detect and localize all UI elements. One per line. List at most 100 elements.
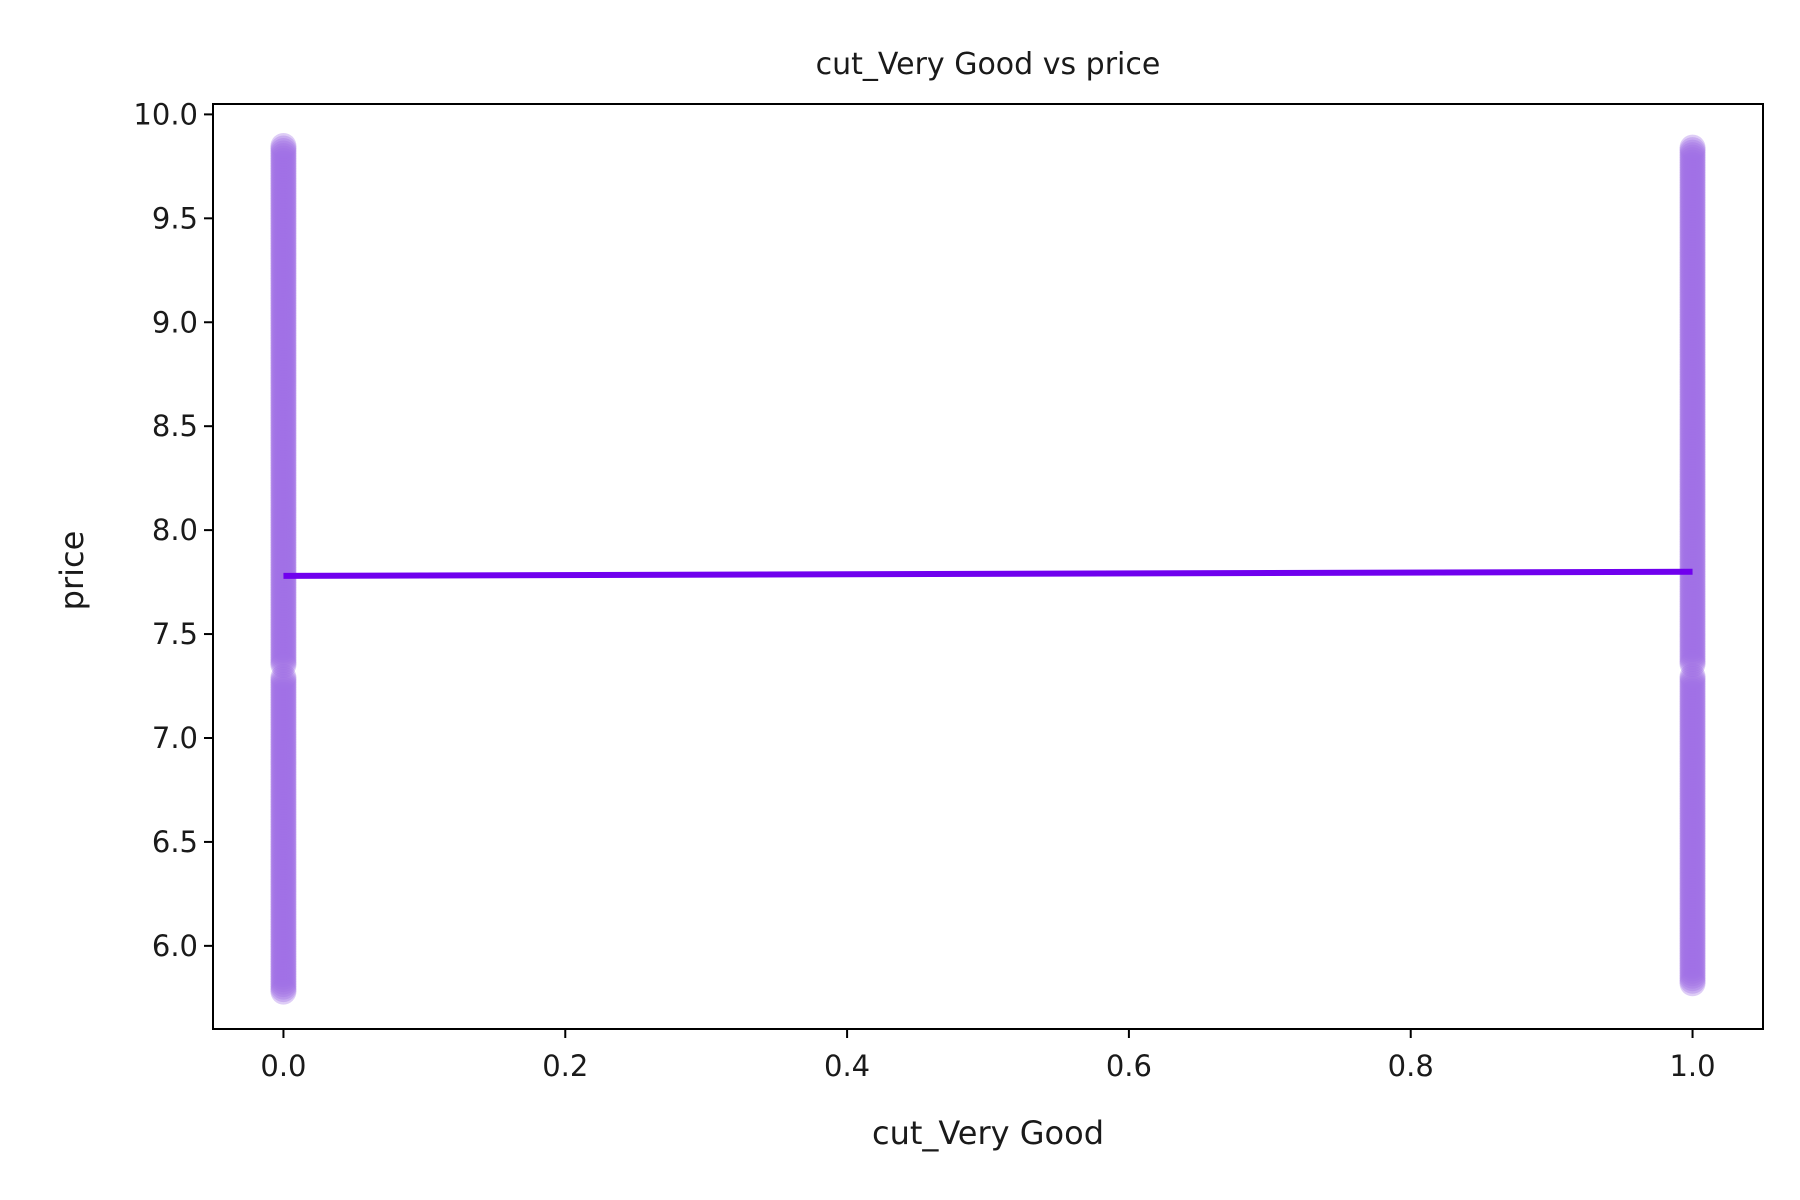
data-point — [1679, 828, 1706, 855]
data-point — [1679, 760, 1706, 787]
data-point — [1679, 695, 1706, 722]
data-point — [270, 454, 297, 481]
data-point — [270, 175, 297, 202]
data-point — [1679, 443, 1706, 470]
data-point — [270, 876, 297, 903]
data-point — [1679, 556, 1706, 583]
data-point — [270, 350, 297, 376]
data-point — [270, 205, 297, 232]
data-point — [1679, 426, 1706, 453]
data-point — [1679, 364, 1706, 391]
data-point — [1679, 478, 1706, 505]
data-point — [270, 170, 297, 197]
x-tick-label: 0.6 — [1106, 1049, 1152, 1083]
data-point — [270, 379, 297, 406]
data-point — [270, 958, 297, 985]
data-point — [270, 320, 297, 347]
data-point — [270, 402, 297, 429]
data-point — [1679, 581, 1706, 608]
data-point — [1679, 588, 1706, 615]
data-point — [270, 312, 297, 339]
data-point — [1679, 770, 1706, 797]
data-point — [1679, 788, 1706, 815]
data-point — [1679, 159, 1706, 186]
data-point — [270, 235, 297, 262]
data-point — [1679, 251, 1706, 278]
data-point — [270, 242, 297, 269]
data-point — [1679, 404, 1706, 431]
data-point — [1679, 778, 1706, 805]
data-point — [1679, 468, 1706, 495]
data-point — [270, 419, 297, 446]
data-point — [270, 888, 297, 915]
data-point — [1679, 688, 1706, 715]
data-point — [270, 734, 297, 761]
data-point — [1679, 306, 1706, 333]
data-point — [270, 394, 297, 421]
data-point — [1679, 199, 1706, 226]
data-point — [1679, 226, 1706, 253]
data-point — [1679, 458, 1706, 485]
data-point — [1679, 740, 1706, 767]
data-point — [1679, 334, 1706, 361]
data-point — [1679, 236, 1706, 263]
data-point — [1679, 294, 1706, 321]
data-point — [270, 669, 297, 696]
data-point — [1679, 224, 1706, 251]
data-point — [270, 417, 297, 444]
data-point — [270, 195, 297, 222]
data-point — [270, 160, 297, 187]
data-point — [1679, 411, 1706, 438]
data-point — [1679, 354, 1706, 381]
data-point — [270, 357, 297, 384]
data-point — [1679, 204, 1706, 231]
data-point — [1679, 641, 1706, 668]
data-point — [270, 696, 297, 723]
data-point — [270, 267, 297, 294]
data-point — [1679, 281, 1706, 308]
data-point — [1679, 536, 1706, 563]
data-point — [1679, 820, 1706, 847]
data-point — [270, 407, 297, 434]
data-point — [270, 240, 297, 267]
data-point — [270, 559, 297, 586]
data-point — [1679, 256, 1706, 283]
data-point — [1679, 753, 1706, 780]
data-point — [1679, 164, 1706, 191]
data-point — [1679, 476, 1706, 503]
data-point — [270, 564, 297, 591]
data-point — [270, 931, 297, 958]
data-point — [1679, 424, 1706, 450]
data-point — [1679, 723, 1706, 750]
data-point — [1679, 927, 1706, 954]
data-point — [270, 646, 297, 673]
data-point — [270, 245, 297, 272]
data-point — [1679, 192, 1706, 219]
data-point — [1679, 523, 1706, 550]
data-point — [1679, 785, 1706, 812]
chart-title: cut_Very Good vs price — [816, 47, 1161, 82]
data-point — [270, 295, 297, 322]
data-point — [270, 689, 297, 716]
data-point — [270, 601, 297, 628]
data-point — [270, 941, 297, 968]
data-point — [270, 774, 297, 801]
data-point — [270, 976, 297, 1003]
data-point — [270, 197, 297, 224]
data-point — [270, 933, 297, 960]
data-point — [270, 202, 297, 229]
data-point — [270, 691, 297, 718]
data-point — [1679, 289, 1706, 316]
data-point — [270, 644, 297, 671]
data-point — [270, 813, 297, 840]
data-point — [1679, 187, 1706, 214]
data-point — [1679, 214, 1706, 241]
data-point — [1679, 957, 1706, 984]
data-point — [1679, 897, 1706, 924]
data-point — [270, 704, 297, 731]
data-point — [1679, 284, 1706, 311]
data-point — [1679, 483, 1706, 510]
y-tick-label: 7.5 — [152, 617, 198, 651]
data-point — [1679, 865, 1706, 892]
data-point — [1679, 735, 1706, 762]
